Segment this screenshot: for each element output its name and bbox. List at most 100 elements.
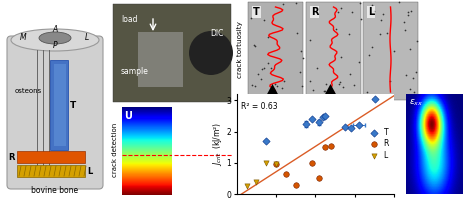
Point <box>299 85 306 88</box>
Point <box>355 61 363 64</box>
Point <box>329 95 336 98</box>
Point <box>254 72 261 75</box>
Point <box>321 89 328 92</box>
Point <box>302 122 309 125</box>
Point <box>377 18 385 22</box>
Point <box>368 3 376 7</box>
Polygon shape <box>266 84 280 97</box>
Text: $\varepsilon_{xx}$: $\varepsilon_{xx}$ <box>409 97 424 108</box>
Circle shape <box>189 31 233 75</box>
Bar <box>54 64 66 146</box>
Point <box>292 183 300 186</box>
Point <box>337 55 345 58</box>
Point <box>412 71 420 74</box>
Bar <box>306 2 361 100</box>
Text: load: load <box>121 15 137 23</box>
Point <box>371 97 378 100</box>
Point <box>307 97 315 100</box>
Point <box>308 117 315 121</box>
Point <box>347 127 355 130</box>
Text: R: R <box>311 7 318 17</box>
Bar <box>248 2 303 100</box>
Point <box>250 43 258 46</box>
Text: L: L <box>87 166 92 176</box>
Point <box>254 94 261 97</box>
Point <box>260 66 268 69</box>
Point <box>395 1 403 4</box>
Point <box>390 49 397 52</box>
Bar <box>138 32 183 87</box>
Text: L: L <box>85 33 89 43</box>
Text: T: T <box>70 100 76 110</box>
Text: a: a <box>209 146 215 156</box>
Point <box>278 87 286 90</box>
Point <box>306 80 314 83</box>
Point <box>279 3 286 6</box>
Point <box>322 114 329 117</box>
Text: M: M <box>20 33 26 43</box>
Point <box>410 90 417 94</box>
Text: R² = 0.63: R² = 0.63 <box>240 102 277 111</box>
Point <box>296 70 303 74</box>
Point <box>260 18 267 21</box>
Point <box>322 82 330 85</box>
Point <box>253 180 260 183</box>
Point <box>280 79 288 83</box>
Point <box>243 185 250 188</box>
Point <box>258 78 265 81</box>
Point <box>355 124 363 127</box>
Point <box>377 32 384 36</box>
Point <box>274 84 281 87</box>
Point <box>299 56 307 59</box>
Point <box>265 36 272 39</box>
Point <box>252 44 259 47</box>
Point <box>322 146 329 149</box>
Point <box>293 31 301 34</box>
Point <box>335 82 343 85</box>
Bar <box>17 151 85 163</box>
Text: L: L <box>368 7 374 17</box>
Bar <box>363 2 418 100</box>
Point <box>345 32 352 36</box>
Point <box>407 9 414 12</box>
Point <box>315 177 323 180</box>
Point <box>292 1 299 4</box>
Point <box>267 66 275 69</box>
Point <box>338 7 345 10</box>
Point <box>336 80 343 83</box>
Point <box>272 83 279 86</box>
Bar <box>17 165 85 177</box>
Point <box>406 87 414 91</box>
Point <box>335 10 342 13</box>
Point <box>252 84 259 87</box>
Point <box>347 73 354 76</box>
Polygon shape <box>323 84 337 97</box>
Text: DIC: DIC <box>210 28 224 38</box>
Point <box>248 83 256 86</box>
Point <box>315 121 323 124</box>
Y-axis label: $J_{crit}$  (kJ/m²): $J_{crit}$ (kJ/m²) <box>211 122 224 166</box>
Point <box>409 76 416 79</box>
Point <box>348 10 356 14</box>
Point <box>272 163 280 166</box>
Point <box>404 10 411 14</box>
Point <box>400 21 407 24</box>
Point <box>365 54 373 57</box>
Legend: T, R, L: T, R, L <box>364 127 391 161</box>
FancyBboxPatch shape <box>7 36 103 189</box>
Point <box>332 28 339 31</box>
Point <box>317 97 325 100</box>
Point <box>401 28 409 31</box>
Text: osteons: osteons <box>15 88 42 94</box>
Text: bovine bone: bovine bone <box>31 186 79 195</box>
Point <box>247 16 254 19</box>
Text: T: T <box>253 7 260 17</box>
Text: sample: sample <box>121 68 149 76</box>
Point <box>309 89 317 92</box>
Point <box>259 68 266 71</box>
Text: crack tortuosity: crack tortuosity <box>237 22 243 78</box>
Point <box>341 125 349 128</box>
Point <box>320 116 327 119</box>
Text: R: R <box>8 152 15 162</box>
Point <box>406 47 414 50</box>
